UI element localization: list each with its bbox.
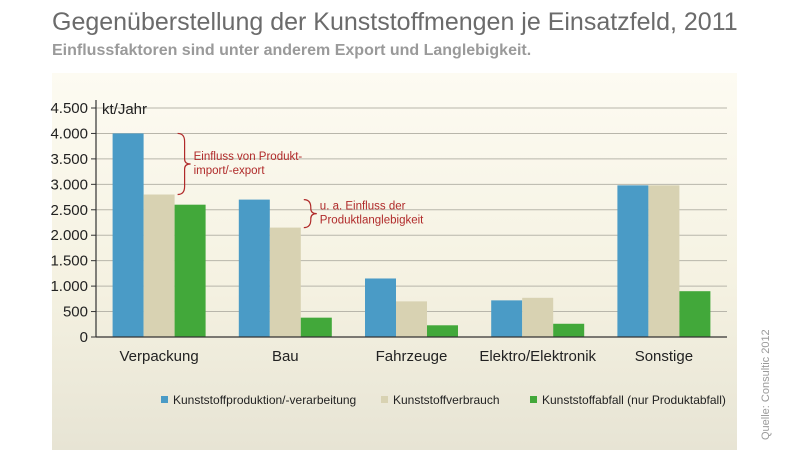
bar	[143, 194, 175, 337]
bar	[300, 317, 332, 337]
bar	[522, 297, 554, 337]
bar	[269, 227, 301, 337]
bar	[112, 133, 144, 337]
legend-label: Kunststoffproduktion/-verarbeitung	[173, 393, 356, 407]
y-tick-label: 2.000	[50, 227, 88, 244]
y-tick-label: 1.000	[50, 278, 88, 295]
legend-swatch	[161, 396, 168, 403]
legend-swatch	[530, 396, 537, 403]
y-tick-label: 4.500	[50, 100, 88, 117]
y-tick-label: 500	[63, 304, 88, 321]
y-tick-label: 2.500	[50, 202, 88, 219]
bar	[427, 325, 458, 337]
bar	[396, 301, 427, 337]
bar	[174, 204, 206, 337]
chart-title: Gegenüberstellung der Kunststoffmengen j…	[52, 8, 738, 36]
bar	[365, 278, 396, 337]
bar	[617, 185, 649, 337]
bar	[491, 300, 523, 337]
y-tick-label: 0	[80, 329, 88, 346]
y-axis-label: kt/Jahr	[102, 101, 147, 118]
legend-label: Kunststoffabfall (nur Produktabfall)	[542, 393, 726, 407]
x-tick-label: Sonstige	[635, 348, 693, 365]
annotation-text: import/-export	[194, 165, 266, 177]
x-tick-label: Verpackung	[119, 348, 198, 365]
annotation-text: Produktlanglebigkeit	[320, 215, 424, 227]
y-tick-label: 1.500	[50, 253, 88, 270]
annotation-text: u. a. Einfluss der	[320, 201, 406, 213]
bar	[238, 199, 270, 337]
y-tick-label: 4.000	[50, 125, 88, 142]
bar	[679, 291, 711, 337]
legend-swatch	[381, 396, 388, 403]
legend-label: Kunststoffverbrauch	[393, 393, 500, 407]
x-tick-label: Bau	[272, 348, 299, 365]
bar	[648, 185, 680, 337]
annotation-brace	[303, 199, 317, 229]
y-tick-label: 3.500	[50, 151, 88, 168]
x-tick-label: Fahrzeuge	[376, 348, 448, 365]
y-tick-label: 3.000	[50, 176, 88, 193]
bar	[553, 323, 585, 337]
x-tick-label: Elektro/Elektronik	[479, 348, 596, 365]
annotation-text: Einfluss von Produkt-	[194, 151, 303, 163]
source-note: Quelle: Consultic 2012	[760, 329, 772, 440]
chart-subtitle: Einflussfaktoren sind unter anderem Expo…	[52, 42, 532, 59]
annotation-brace	[177, 132, 191, 196]
